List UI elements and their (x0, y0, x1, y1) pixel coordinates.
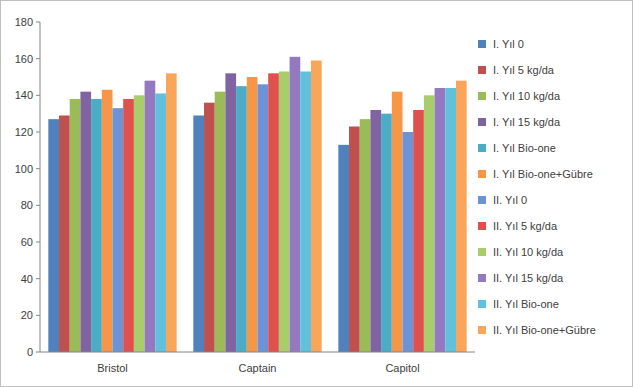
bar (145, 81, 156, 352)
legend-swatch (478, 92, 486, 100)
bar (413, 110, 424, 352)
x-tick-label: Captain (239, 362, 277, 374)
legend-swatch (478, 170, 486, 178)
y-tick-label: 180 (15, 16, 33, 28)
legend-label: II. Yıl Bio-one (493, 298, 559, 310)
legend-label: I. Yıl 0 (493, 38, 524, 50)
y-tick-label: 20 (21, 309, 33, 321)
bar (311, 61, 322, 353)
bar (435, 88, 446, 352)
chart-border (1, 1, 633, 387)
bar (268, 73, 279, 352)
x-tick-label: Capitol (385, 362, 419, 374)
bar (123, 99, 134, 352)
legend-label: I. Yıl Bio-one (493, 142, 556, 154)
bar (300, 72, 311, 353)
bar (381, 114, 392, 352)
legend-swatch (478, 40, 486, 48)
legend-swatch (478, 196, 486, 204)
bar (370, 110, 381, 352)
y-tick-label: 100 (15, 163, 33, 175)
y-tick-label: 120 (15, 126, 33, 138)
bar (113, 108, 124, 352)
bar (445, 88, 456, 352)
legend-swatch (478, 144, 486, 152)
legend-swatch (478, 118, 486, 126)
bar (215, 92, 226, 352)
y-tick-label: 0 (27, 346, 33, 358)
x-axis (40, 352, 475, 353)
y-tick (36, 22, 40, 23)
y-axis (40, 22, 41, 352)
y-tick (36, 315, 40, 316)
bar (456, 81, 467, 352)
y-tick-label: 40 (21, 273, 33, 285)
bar (392, 92, 403, 352)
legend-label: II. Yıl Bio-one+Gübre (493, 324, 596, 336)
y-tick-label: 160 (15, 53, 33, 65)
bar (258, 84, 269, 352)
bar (134, 95, 145, 352)
legend-label: II. Yıl 15 kg/da (493, 272, 564, 284)
bar (48, 119, 59, 352)
bar (338, 145, 349, 352)
bar (360, 119, 371, 352)
bar (236, 86, 247, 352)
y-tick (36, 352, 40, 353)
y-tick (36, 132, 40, 133)
legend-swatch (478, 300, 486, 308)
y-tick (36, 95, 40, 96)
bar (247, 77, 258, 352)
chart: 0 20 40 60 80 100 120 140 160 180 Bristol Captain Ca… (0, 0, 633, 387)
legend-label: I. Yıl 5 kg/da (493, 64, 555, 76)
bar (225, 73, 236, 352)
legend-label: II. Yıl 10 kg/da (493, 246, 564, 258)
bar (91, 99, 102, 352)
bar (70, 99, 81, 352)
bar (166, 73, 177, 352)
bars (48, 57, 466, 352)
y-tick (36, 278, 40, 279)
bar (279, 72, 290, 353)
y-tick-label: 140 (15, 89, 33, 101)
bar (403, 132, 414, 352)
legend-label: I. Yıl 10 kg/da (493, 90, 561, 102)
legend-label: II. Yıl 5 kg/da (493, 220, 558, 232)
bar (424, 95, 435, 352)
y-tick-label: 80 (21, 199, 33, 211)
bar (80, 92, 91, 352)
y-tick (36, 205, 40, 206)
x-tick-label: Bristol (97, 362, 128, 374)
bar (204, 103, 215, 352)
bar (155, 94, 166, 353)
bar (290, 57, 301, 352)
legend-label: II. Yıl 0 (493, 194, 527, 206)
y-tick (36, 58, 40, 59)
y-tick-label: 60 (21, 236, 33, 248)
bar (59, 116, 70, 353)
y-tick (36, 168, 40, 169)
legend-label: I. Yıl 15 kg/da (493, 116, 561, 128)
legend-swatch (478, 222, 486, 230)
legend-swatch (478, 274, 486, 282)
bar (102, 90, 113, 352)
legend-swatch (478, 248, 486, 256)
legend-swatch (478, 326, 486, 334)
bar (193, 116, 204, 353)
legend-label: I. Yıl Bio-one+Gübre (493, 168, 593, 180)
bar (349, 127, 360, 353)
y-tick (36, 242, 40, 243)
legend-swatch (478, 66, 486, 74)
